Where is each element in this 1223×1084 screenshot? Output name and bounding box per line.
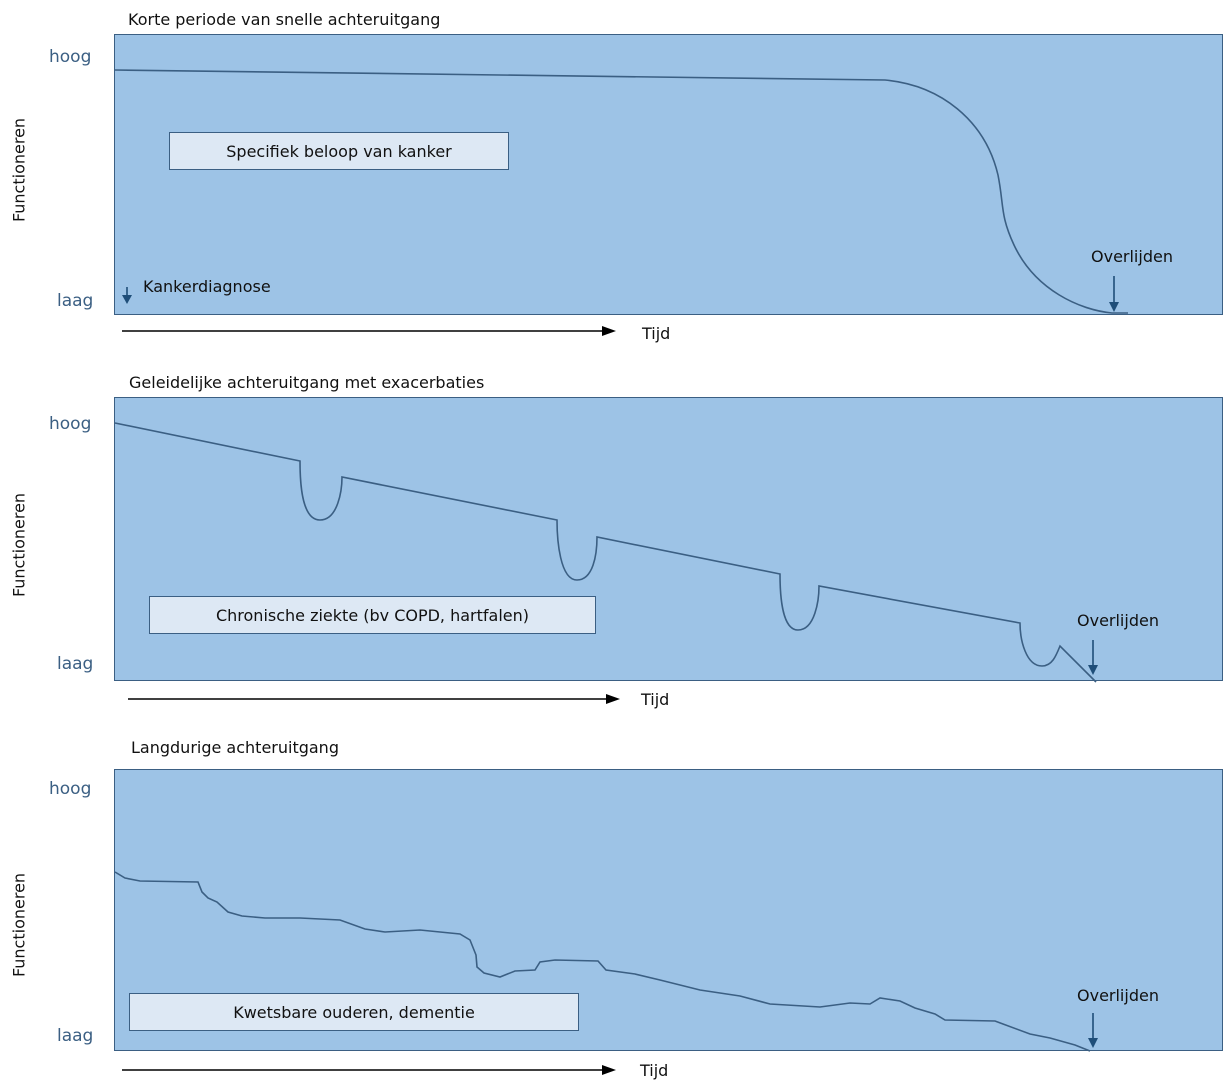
panel-3-y-low-label: laag bbox=[57, 1026, 94, 1046]
panel-3-time-label: Tijd bbox=[640, 1061, 669, 1080]
panel-2-end-marker-arrowhead bbox=[1088, 665, 1098, 675]
panel-1-time-arrowhead bbox=[602, 326, 616, 336]
panel-3-end-marker-arrowhead bbox=[1088, 1038, 1098, 1048]
panel-3-time-arrowhead bbox=[602, 1065, 616, 1075]
panel-2-time-label: Tijd bbox=[641, 690, 670, 709]
panel-1-y-low-label: laag bbox=[57, 291, 94, 311]
panel-1-category-box: Specifiek beloop van kanker bbox=[169, 132, 509, 170]
panel-3-category-box: Kwetsbare ouderen, dementie bbox=[129, 993, 579, 1031]
panel-2-function-curve bbox=[114, 422, 1097, 683]
panel-1-time-label: Tijd bbox=[642, 324, 671, 343]
panel-2-title: Geleidelijke achteruitgang met exacerbat… bbox=[129, 373, 485, 392]
panel-2-y-low-label: laag bbox=[57, 654, 94, 674]
panel-1-start-marker-label: Kankerdiagnose bbox=[143, 277, 271, 296]
panel-2-time-arrowhead bbox=[606, 694, 620, 704]
panel-3-end-marker-label: Overlijden bbox=[1077, 986, 1159, 1005]
panel-2-y-high-label: hoog bbox=[49, 414, 92, 434]
panel-3-function-curve bbox=[114, 871, 1091, 1052]
panel-3-title: Langdurige achteruitgang bbox=[131, 738, 339, 757]
panel-1-title: Korte periode van snelle achteruitgang bbox=[128, 10, 441, 29]
panel-1-function-curve bbox=[114, 69, 1128, 314]
panel-1-end-marker-label: Overlijden bbox=[1091, 247, 1173, 266]
panel-1-y-high-label: hoog bbox=[49, 47, 92, 67]
panel-1-end-marker-arrowhead bbox=[1109, 302, 1119, 312]
panel-1-start-marker-arrowhead bbox=[122, 295, 132, 304]
panel-2-end-marker-label: Overlijden bbox=[1077, 611, 1159, 630]
panel-3-y-high-label: hoog bbox=[49, 779, 92, 799]
panel-2-category-box: Chronische ziekte (bv COPD, hartfalen) bbox=[149, 596, 596, 634]
